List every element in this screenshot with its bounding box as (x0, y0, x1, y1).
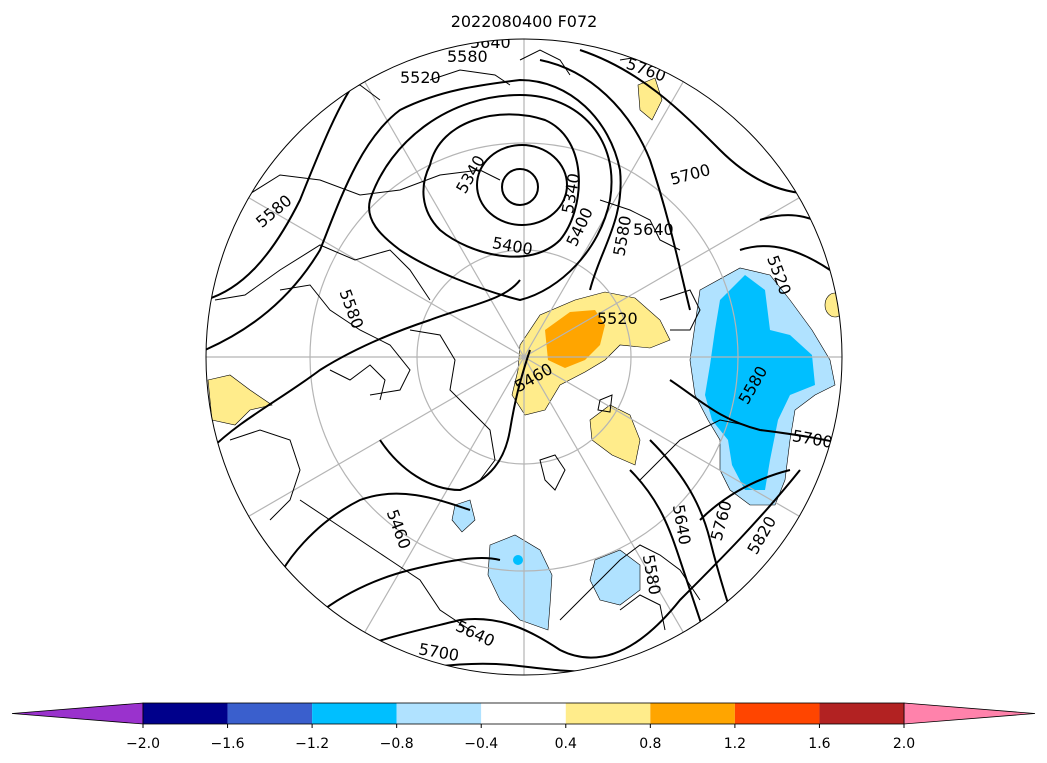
colorbar-cell (481, 703, 566, 724)
colorbar-cell (227, 703, 313, 724)
anomaly-negative-core (513, 555, 523, 565)
coastlines (214, 49, 746, 631)
anomaly-negative-small (451, 499, 476, 533)
colorbar-tick-label: −1.6 (211, 736, 245, 752)
map-boundary (205, 38, 843, 676)
colorbar-tick-label: 0.8 (639, 736, 661, 752)
colorbar-frame (142, 702, 905, 725)
colorbar-tick-label: 0.4 (555, 736, 577, 752)
contour-label: 5520 (400, 68, 441, 87)
anomaly-negative-strong (705, 275, 815, 490)
anomaly-positive-north (637, 77, 663, 121)
colorbar: −2.0 −1.6 −1.2 −0.8 −0.4 0.4 0.8 1.2 1.6 2.0 (11, 702, 1036, 752)
contour-label: 5520 (597, 309, 638, 328)
colorbar-extend-high (903, 702, 1036, 725)
contour-label: 5580 (447, 47, 488, 66)
anomaly-positive-east-edge (824, 292, 842, 318)
contour-label: 5640 (633, 220, 674, 239)
anomaly-negative-south (487, 534, 553, 631)
colorbar-tick-label: 2.0 (893, 736, 915, 752)
colorbar-tick-label: 1.2 (724, 736, 746, 752)
colorbar-tick-label: −1.2 (295, 736, 329, 752)
colorbar-tick-label: −0.4 (464, 736, 498, 752)
colorbar-cell (819, 703, 904, 724)
colorbar-cell (396, 703, 482, 724)
anomaly-positive-east (589, 404, 641, 466)
colorbar-tick-label: −0.8 (380, 736, 414, 752)
map-disk: 5640 5580 5520 5580 5340 5340 5400 5400 … (206, 39, 842, 675)
anomaly-shading (207, 77, 842, 631)
graticule (206, 39, 842, 675)
contour-low-center (501, 168, 539, 206)
colorbar-cell (312, 703, 397, 724)
anomaly-positive-strong (545, 310, 605, 368)
anomaly-negative-scandinavia (589, 549, 641, 606)
colorbar-cell (734, 703, 820, 724)
colorbar-tick-label: −2.0 (126, 736, 160, 752)
contour-labels: 5640 5580 5520 5580 5340 5340 5400 5400 … (252, 39, 834, 665)
anomaly-positive-greenland-west (207, 374, 273, 426)
colorbar-extend-low (11, 702, 144, 725)
map-title: 2022080400 F072 (451, 12, 598, 31)
colorbar-cell (650, 703, 735, 724)
colorbar-cell (565, 703, 651, 724)
colorbar-cell (143, 703, 228, 724)
colorbar-tick-label: 1.6 (808, 736, 830, 752)
